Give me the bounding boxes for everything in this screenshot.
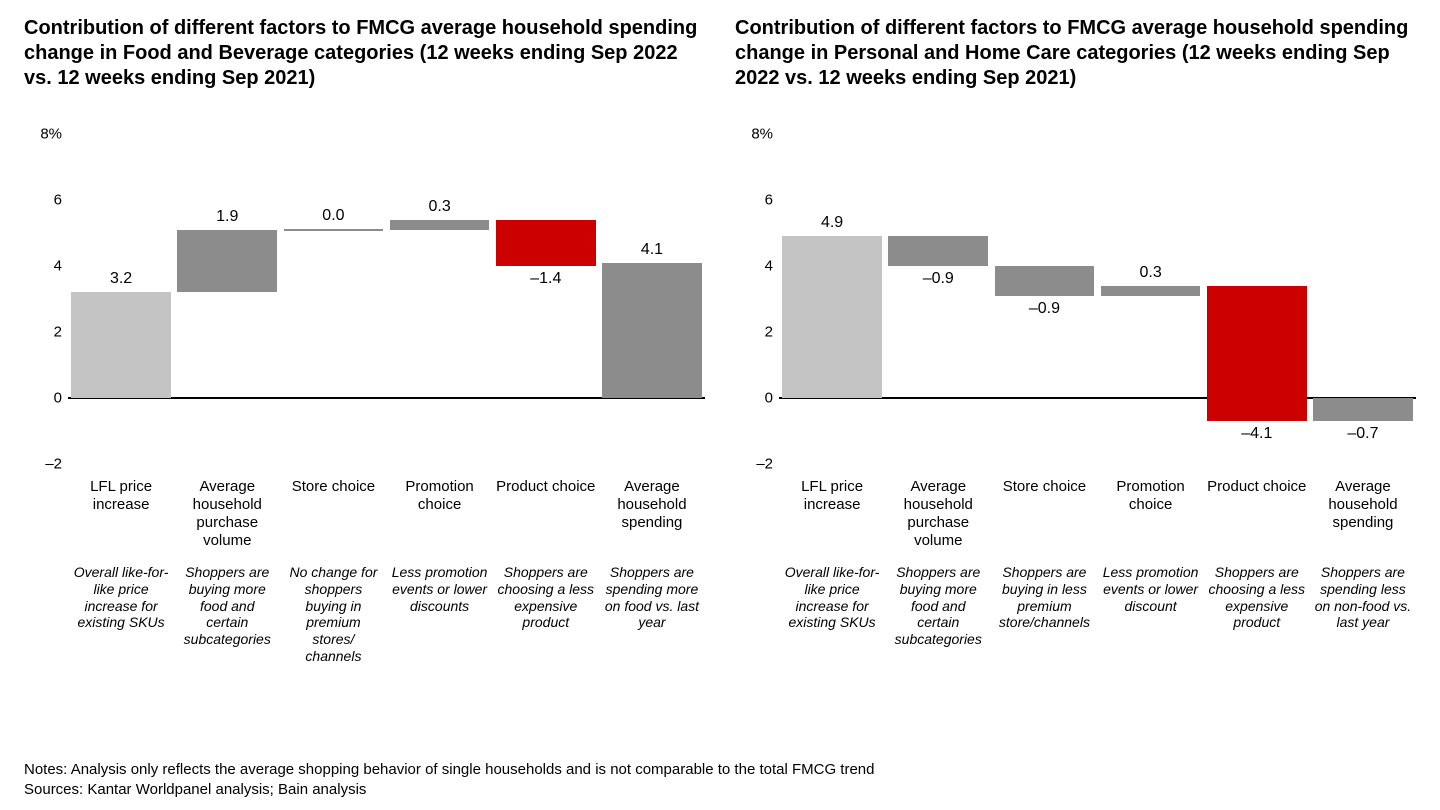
bar-slot: 4.9 — [779, 134, 885, 464]
category-label: Average household purchase volume — [174, 478, 280, 550]
y-tick-label: 4 — [54, 258, 62, 275]
footer-sources: Sources: Kantar Worldpanel analysis; Bai… — [24, 780, 1416, 800]
y-tick-label: 2 — [765, 324, 773, 341]
bar-slot: –0.9 — [885, 134, 991, 464]
bar-slot: 0.0 — [280, 134, 386, 464]
category-labels: LFL price increaseAverage household purc… — [68, 478, 705, 550]
bar-value-label: –0.9 — [991, 300, 1097, 318]
bar-value-label: –0.9 — [885, 270, 991, 288]
y-tick-label: 2 — [54, 324, 62, 341]
panel-title: Contribution of different factors to FMC… — [735, 16, 1416, 120]
category-label: Average household spending — [1310, 478, 1416, 550]
chart-wrap: 8%6420–24.9–0.9–0.90.3–4.1–0.7 — [735, 134, 1416, 464]
y-axis: 8%6420–2 — [24, 134, 68, 464]
category-sublabel: Shoppers are spending less on non-food v… — [1310, 564, 1416, 648]
bar-slot: –4.1 — [1204, 134, 1310, 464]
waterfall-bar — [284, 229, 384, 231]
y-axis: 8%6420–2 — [735, 134, 779, 464]
bar-value-label: 4.9 — [779, 214, 885, 232]
category-sublabel: No change for shoppers buying in premium… — [280, 564, 386, 665]
bar-value-label: 0.3 — [387, 198, 493, 216]
category-sublabel: Shoppers are buying more food and certai… — [174, 564, 280, 665]
waterfall-bar — [390, 220, 490, 230]
waterfall-bar — [1101, 286, 1201, 296]
category-sublabel: Shoppers are choosing a less expensive p… — [1204, 564, 1310, 648]
category-label: Store choice — [280, 478, 386, 550]
category-label: Product choice — [493, 478, 599, 550]
bar-slot: –1.4 — [493, 134, 599, 464]
category-sublabel: Overall like-for-like price increase for… — [68, 564, 174, 665]
bar-value-label: 0.3 — [1098, 264, 1204, 282]
footer-notes: Notes: Analysis only reflects the averag… — [24, 760, 1416, 780]
bars-layer: 3.2 1.90.00.3 –1.44.1 — [68, 134, 705, 464]
plot-area: 3.2 1.90.00.3 –1.44.1 — [68, 134, 705, 464]
y-tick-label: 4 — [765, 258, 773, 275]
bar-slot: 0.3 — [1098, 134, 1204, 464]
bar-value-label: –1.4 — [493, 270, 599, 288]
y-tick-label: 8% — [751, 126, 773, 143]
chart-wrap: 8%6420–23.21.90.00.3–1.44.1 — [24, 134, 705, 464]
bar-slot: 1.9 — [174, 134, 280, 464]
category-label: Average household purchase volume — [885, 478, 991, 550]
category-sublabels: Overall like-for-like price increase for… — [779, 564, 1416, 648]
bar-value-label: –4.1 — [1204, 425, 1310, 443]
category-sublabel: Less promotion events or lower discounts — [387, 564, 493, 665]
category-labels: LFL price increaseAverage household purc… — [779, 478, 1416, 550]
y-tick-label: 6 — [54, 192, 62, 209]
waterfall-bar — [496, 220, 596, 266]
y-tick-label: –2 — [756, 456, 773, 473]
category-label: Promotion choice — [387, 478, 493, 550]
category-sublabel: Less promotion events or lower discount — [1098, 564, 1204, 648]
y-tick-label: 6 — [765, 192, 773, 209]
chart-panel: Contribution of different factors to FMC… — [24, 16, 705, 750]
y-tick-label: 8% — [40, 126, 62, 143]
bar-slot: 4.1 — [599, 134, 705, 464]
category-label: LFL price increase — [68, 478, 174, 550]
footer: Notes: Analysis only reflects the averag… — [24, 760, 1416, 801]
panel-title: Contribution of different factors to FMC… — [24, 16, 705, 120]
y-tick-label: 0 — [765, 390, 773, 407]
y-tick-label: 0 — [54, 390, 62, 407]
bar-slot: –0.7 — [1310, 134, 1416, 464]
waterfall-bar — [177, 230, 277, 293]
page: Contribution of different factors to FMC… — [0, 0, 1440, 810]
bars-layer: 4.9–0.9–0.90.3–4.1–0.7 — [779, 134, 1416, 464]
y-tick-label: –2 — [45, 456, 62, 473]
waterfall-bar — [602, 263, 702, 398]
category-label: LFL price increase — [779, 478, 885, 550]
bar-slot: –0.9 — [991, 134, 1097, 464]
bar-value-label: 3.2 — [68, 270, 174, 288]
category-label: Average household spending — [599, 478, 705, 550]
bar-value-label: 1.9 — [174, 208, 280, 226]
category-label: Promotion choice — [1098, 478, 1204, 550]
plot-area: 4.9–0.9–0.90.3–4.1–0.7 — [779, 134, 1416, 464]
bar-slot: 0.3 — [387, 134, 493, 464]
category-sublabel: Shoppers are choosing a less expensive p… — [493, 564, 599, 665]
charts-row: Contribution of different factors to FMC… — [24, 16, 1416, 750]
category-sublabels: Overall like-for-like price increase for… — [68, 564, 705, 665]
waterfall-bar — [782, 236, 882, 398]
bar-slot: 3.2 — [68, 134, 174, 464]
category-label: Store choice — [991, 478, 1097, 550]
chart-panel: Contribution of different factors to FMC… — [735, 16, 1416, 750]
waterfall-bar — [1313, 398, 1413, 421]
bar-value-label: –0.7 — [1310, 425, 1416, 443]
waterfall-bar — [71, 292, 171, 398]
category-sublabel: Overall like-for-like price increase for… — [779, 564, 885, 648]
category-sublabel: Shoppers are spending more on food vs. l… — [599, 564, 705, 665]
waterfall-bar — [1207, 286, 1307, 421]
bar-value-label: 0.0 — [280, 207, 386, 225]
category-label: Product choice — [1204, 478, 1310, 550]
bar-value-label: 4.1 — [599, 241, 705, 259]
category-sublabel: Shoppers are buying more food and certai… — [885, 564, 991, 648]
category-sublabel: Shoppers are buying in less premium stor… — [991, 564, 1097, 648]
waterfall-bar — [888, 236, 988, 266]
waterfall-bar — [995, 266, 1095, 296]
